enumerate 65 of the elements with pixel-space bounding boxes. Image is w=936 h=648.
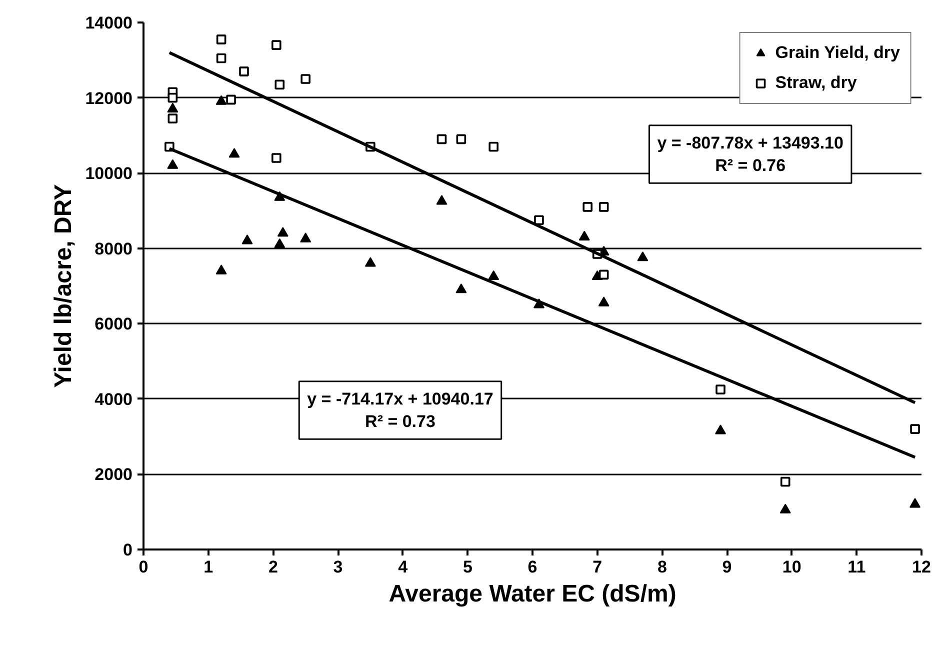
point [364, 257, 376, 267]
x-tick-label: 9 [722, 558, 732, 576]
point [534, 215, 544, 226]
x-tick-label: 6 [528, 558, 538, 576]
point [780, 504, 791, 514]
point [456, 283, 467, 294]
annotation: y = -714.17x + 10940.17 R² = 0.73 [307, 389, 494, 432]
y-tick-label: 10000 [85, 164, 133, 184]
x-axis-title: Average Water EC (dS/m) [388, 580, 676, 608]
x-tick-label: 5 [462, 558, 472, 576]
x-tick-label: 1 [204, 558, 214, 576]
point [715, 424, 726, 434]
legend-label: Straw, dry [775, 73, 857, 93]
x-tick-label: 0 [138, 558, 148, 576]
point [456, 134, 466, 144]
point [216, 264, 227, 274]
point [598, 202, 609, 212]
point [637, 251, 648, 262]
y-tick-label: 2000 [94, 465, 133, 484]
point [228, 148, 240, 158]
point [167, 102, 178, 112]
point [300, 232, 312, 242]
point [436, 134, 447, 144]
point [716, 384, 726, 394]
point [598, 270, 609, 280]
point [488, 142, 498, 152]
x-tick-label: 10 [782, 558, 802, 576]
x-tick-label: 4 [398, 558, 408, 576]
point [436, 195, 448, 205]
point [578, 230, 590, 240]
point [239, 66, 249, 76]
y-tick-label: 14000 [85, 14, 133, 32]
point [216, 53, 226, 64]
y-axis-title: Yield lb/acre, DRY [50, 184, 78, 388]
x-tick-label: 3 [333, 558, 343, 576]
point [216, 34, 226, 44]
y-tick-label: 6000 [94, 314, 133, 334]
point [488, 270, 500, 280]
y-tick-label: 0 [123, 540, 133, 560]
annotation: y = -807.78x + 13493.10 R² = 0.76 [657, 133, 844, 176]
x-tick-label: 12 [912, 558, 931, 576]
point [300, 74, 310, 84]
point [168, 92, 178, 103]
point [272, 40, 282, 50]
point [910, 424, 920, 434]
x-tick-label: 8 [657, 558, 667, 576]
point [274, 238, 286, 248]
point [598, 296, 610, 306]
point [168, 114, 178, 124]
point [910, 498, 921, 508]
point [167, 159, 178, 169]
point [274, 80, 285, 90]
y-tick-label: 4000 [94, 390, 133, 409]
x-tick-label: 11 [848, 558, 866, 576]
legend-label: Grain Yield, dry [775, 43, 900, 63]
point [272, 153, 282, 163]
y-tick-label: 12000 [85, 88, 133, 108]
point [582, 202, 593, 212]
x-tick-label: 7 [592, 558, 602, 576]
point [242, 234, 253, 244]
y-tick-label: 8000 [94, 239, 133, 258]
point [277, 227, 288, 237]
point [216, 95, 227, 105]
x-tick-label: 2 [268, 558, 278, 576]
point [226, 94, 236, 105]
